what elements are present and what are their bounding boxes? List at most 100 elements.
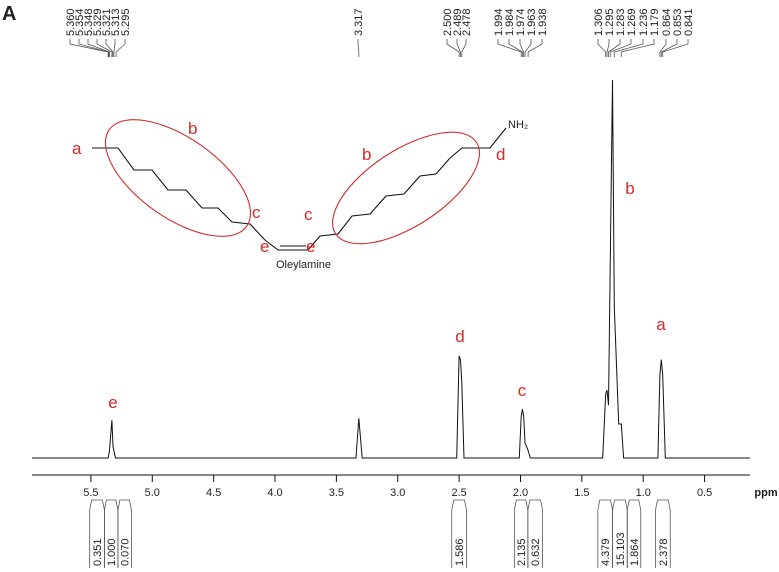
peak-label: 1.295 [604,8,616,36]
peak-leader [461,39,467,57]
peak-leader [613,39,644,57]
x-tick-label: 0.5 [697,487,712,499]
structure-label: d [496,145,505,164]
integral-label: 2.135 [516,538,528,566]
peak-leader [527,39,543,57]
peak-label: 1.984 [504,8,516,36]
right-chain [307,127,507,251]
peak-label: 5.329 [92,8,104,36]
x-tick-label: 3.5 [329,487,344,499]
structure-label: b [188,119,197,138]
peak-leader [660,39,678,57]
peak-leader [497,39,522,57]
amine-label: NH₂ [508,119,528,131]
structure-label: a [72,139,82,158]
structure-label: e [260,237,269,256]
peak-label: 2.489 [452,8,464,36]
peak-leader [508,39,523,57]
peak-label: 3.317 [353,8,365,36]
x-tick-label: 5.0 [145,487,160,499]
integral-label: 1.864 [629,538,641,566]
peak-leader [113,39,116,57]
peak-label: 0.864 [661,8,673,36]
peak-leader [456,39,461,57]
peak-label: 0.841 [683,8,695,36]
peak-leader [608,39,621,57]
peak-leader [659,39,667,57]
peak-label: 1.938 [537,8,549,36]
integral-label: 4.379 [600,538,612,566]
peak-label: 1.974 [515,8,527,36]
peak-leader [519,39,525,57]
peak-leader [606,39,610,57]
integral-bracket [626,499,642,568]
x-tick-label: 3.0 [390,487,405,499]
peak-leader [78,39,110,57]
integral-label: 0.632 [530,538,542,566]
integral-label: 1.586 [454,538,466,566]
panel-label: A [2,3,16,25]
ellipse [104,119,252,237]
structure-label: b [362,145,371,164]
structure-label: c [304,205,313,224]
peak-leader [609,39,632,57]
peak-label: 2.500 [442,8,454,36]
integral-bracket [117,499,132,568]
x-tick-label: 4.0 [267,487,282,499]
left-chain [92,147,279,251]
integral-label: 15.103 [615,532,627,566]
peak-annotation: a [656,315,666,334]
x-tick-label: 4.5 [206,487,221,499]
peak-leader [115,39,126,57]
structure-label: e [306,237,315,256]
integral-bracket [451,499,467,568]
peak-label: 1.306 [593,8,605,36]
peak-leader [446,39,460,57]
integral-label: 1.000 [106,538,118,566]
integral-bracket [527,499,543,568]
x-axis-label: ppm [754,487,777,499]
peak-annotation: d [455,327,464,346]
peak-leader [597,39,607,57]
molecule [92,119,507,251]
peak-label: 5.295 [120,8,132,36]
peak-leader [105,39,114,57]
peak-leader [96,39,113,57]
spectrum [32,79,750,459]
peak-leader [357,39,360,57]
peak-label: 1.283 [615,8,627,36]
peak-leader [69,39,109,57]
peak-leader [87,39,110,57]
peak-label: 5.348 [83,8,95,36]
peak-leader [662,39,689,57]
x-tick-label: 2.5 [451,487,466,499]
x-tick-label: 1.0 [636,487,651,499]
peak-annotation: c [518,381,527,400]
peak-annotation: b [625,179,634,198]
x-tick-label: 2.0 [513,487,528,499]
x-tick-label: 5.5 [83,487,98,499]
integral-bracket [655,499,671,568]
peak-leader [524,39,532,57]
peak-label: 1.963 [526,8,538,36]
integral-label: 0.351 [92,538,104,566]
integral-label: 2.378 [658,538,670,566]
peak-label: 1.269 [626,8,638,36]
peak-label: 1.236 [638,8,650,36]
peak-label: 5.321 [101,8,113,36]
structure-label: c [252,203,261,222]
peak-label: 5.313 [110,8,122,36]
x-tick-label: 1.5 [574,487,589,499]
peak-annotation: e [108,393,117,412]
integral-label: 0.070 [120,538,132,566]
peak-label: 1.994 [493,8,505,36]
peak-leader [620,39,655,57]
ellipse [332,131,480,245]
peak-label: 5.360 [65,8,77,36]
peak-label: 0.853 [672,8,684,36]
peak-label: 5.354 [74,8,86,36]
peak-label: 1.179 [649,8,661,36]
molecule-name: Oleylamine [276,259,331,271]
